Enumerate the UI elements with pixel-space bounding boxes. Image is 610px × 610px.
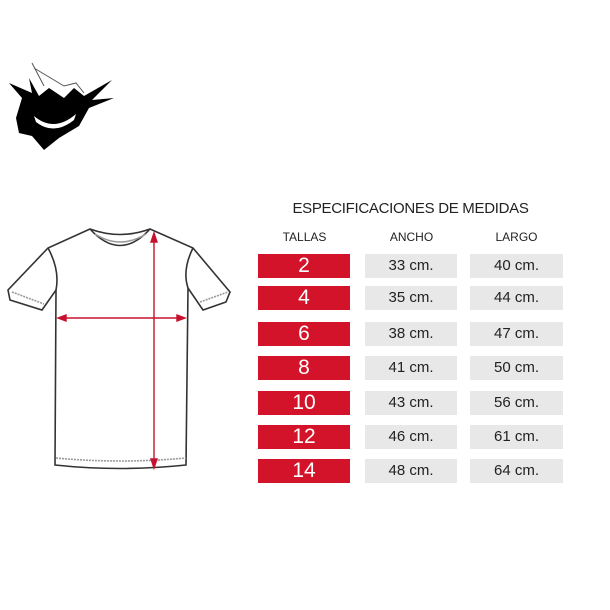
cell-ancho: 46 cm. [365, 425, 457, 449]
cell-largo: 47 cm. [470, 322, 563, 346]
header-tallas: TALLAS [282, 230, 327, 244]
cell-ancho: 41 cm. [365, 356, 457, 380]
cell-talla: 2 [258, 254, 350, 278]
cell-ancho: 43 cm. [365, 391, 457, 415]
cell-ancho: 33 cm. [365, 254, 457, 278]
chart-title: ESPECIFICACIONES DE MEDIDAS [292, 200, 529, 217]
cell-largo: 61 cm. [470, 425, 563, 449]
header-ancho: ANCHO [389, 230, 434, 244]
cell-largo: 40 cm. [470, 254, 563, 278]
cell-talla: 8 [258, 356, 350, 380]
cell-ancho: 38 cm. [365, 322, 457, 346]
cell-ancho: 35 cm. [365, 286, 457, 310]
cell-talla: 4 [258, 286, 350, 310]
cell-talla: 12 [258, 425, 350, 449]
ghost-logo-icon [9, 62, 114, 150]
cell-largo: 44 cm. [470, 286, 563, 310]
cell-ancho: 48 cm. [365, 459, 457, 483]
header-largo: LARGO [495, 230, 538, 244]
cell-talla: 6 [258, 322, 350, 346]
tshirt-diagram [7, 228, 231, 471]
cell-largo: 50 cm. [470, 356, 563, 380]
cell-talla: 14 [258, 459, 350, 483]
cell-talla: 10 [258, 391, 350, 415]
cell-largo: 56 cm. [470, 391, 563, 415]
cell-largo: 64 cm. [470, 459, 563, 483]
